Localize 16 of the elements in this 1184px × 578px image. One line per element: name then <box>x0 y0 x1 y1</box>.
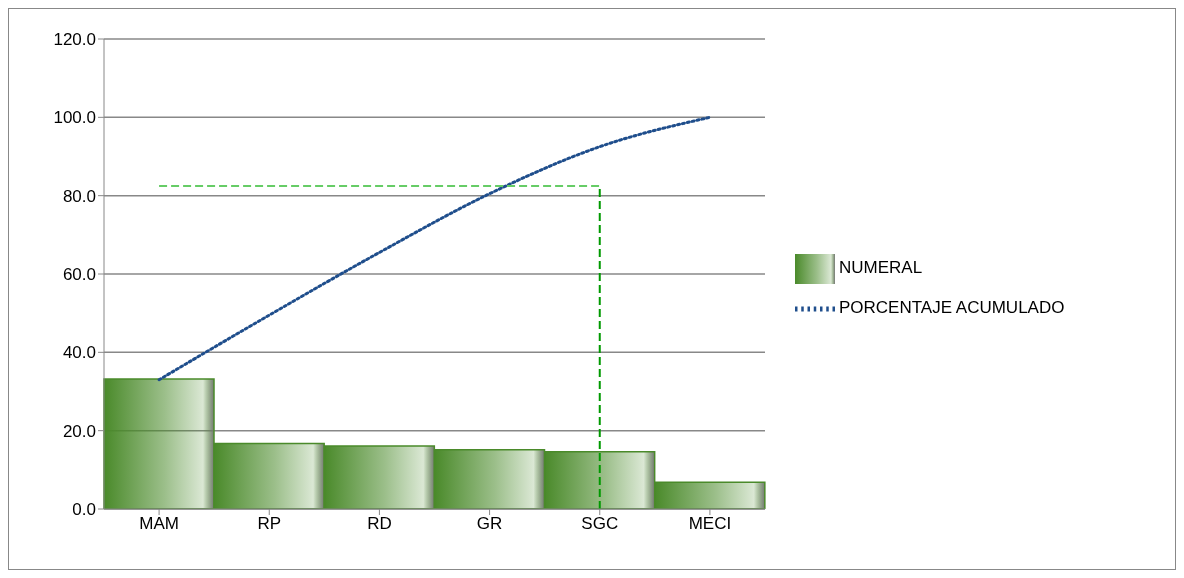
line-series <box>157 115 712 382</box>
x-tick-label: SGC <box>581 514 619 534</box>
legend-label: PORCENTAJE ACUMULADO <box>839 298 1065 318</box>
x-tick-label: RP <box>257 514 282 534</box>
legend-label: NUMERAL <box>839 258 923 278</box>
y-tick-label: 60.0 <box>62 265 96 285</box>
y-tick-label: 20.0 <box>62 421 96 441</box>
x-tick-label: RD <box>367 514 392 534</box>
y-tick-label: 40.0 <box>62 343 96 363</box>
y-tick-label: 100.0 <box>53 108 96 128</box>
x-tick-label: MAM <box>139 514 179 534</box>
x-tick-label: GR <box>476 514 503 534</box>
x-tick-label: MECI <box>688 514 732 534</box>
y-tick-label: 120.0 <box>53 30 96 50</box>
y-tick-label: 0.0 <box>72 500 96 520</box>
y-tick-label: 80.0 <box>62 186 96 206</box>
